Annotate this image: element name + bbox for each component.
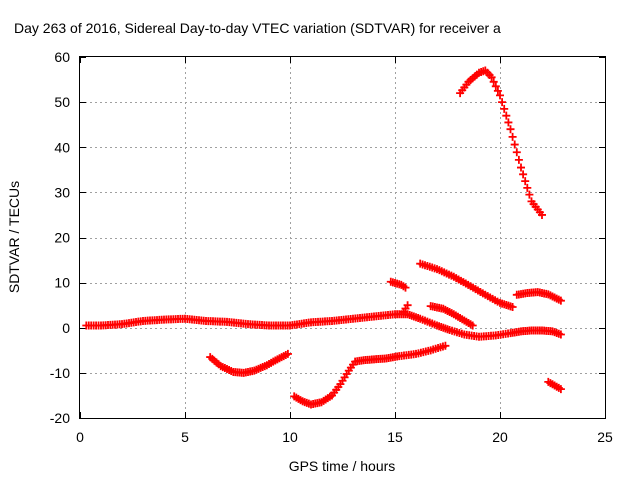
data-point: [523, 183, 532, 192]
plot-border: [79, 56, 606, 419]
data-point: [510, 140, 519, 149]
y-tick-label: 30: [54, 184, 70, 200]
data-point: [517, 163, 525, 172]
y-tick-label: 50: [54, 94, 70, 110]
x-axis-label: GPS time / hours: [289, 458, 396, 474]
x-tick-label: 20: [492, 429, 508, 445]
grid: [80, 57, 606, 419]
y-tick-label: -20: [50, 410, 70, 426]
y-axis-label: SDTVAR / TECUs: [6, 181, 22, 293]
x-tick-label: 0: [76, 429, 84, 445]
y-tick-label: 0: [62, 320, 70, 336]
data-point: [283, 349, 292, 358]
data-point: [500, 104, 509, 113]
x-tick-label: 10: [282, 429, 298, 445]
data-point: [556, 385, 565, 394]
data-point: [403, 301, 412, 310]
data-point: [441, 341, 450, 350]
data-point: [504, 118, 513, 127]
x-axis-ticks: 0 5 10 15 20 25: [76, 429, 613, 445]
y-tick-label: 20: [54, 230, 70, 246]
data-point: [556, 296, 565, 305]
data-point: [498, 98, 507, 107]
x-tick-label: 15: [387, 429, 403, 445]
data-point: [502, 111, 511, 120]
y-tick-label: 40: [54, 139, 70, 155]
data-point: [556, 330, 565, 339]
data-point: [525, 190, 534, 199]
data-point: [514, 155, 523, 164]
y-tick-label: -10: [50, 365, 70, 381]
data-point: [519, 170, 528, 179]
data-point: [506, 125, 515, 134]
x-tick-label: 25: [597, 429, 613, 445]
data-point: [521, 177, 530, 186]
data-point: [493, 86, 502, 95]
data-point: [496, 91, 504, 100]
data-point: [401, 283, 410, 292]
data-point: [468, 321, 477, 330]
data-point: [491, 82, 500, 91]
data-points: [82, 66, 565, 409]
x-tick-label: 5: [181, 429, 189, 445]
y-axis-ticks: -20 -10 0 10 20 30 40 50 60: [50, 49, 70, 426]
y-tick-label: 10: [54, 275, 70, 291]
data-point: [538, 210, 546, 219]
data-point: [489, 77, 498, 86]
data-point: [508, 302, 517, 311]
data-point: [512, 148, 521, 157]
chart-title: Day 263 of 2016, Sidereal Day-to-day VTE…: [14, 20, 501, 36]
data-point: [487, 73, 496, 82]
data-point: [508, 132, 517, 141]
y-tick-label: 60: [54, 49, 70, 65]
